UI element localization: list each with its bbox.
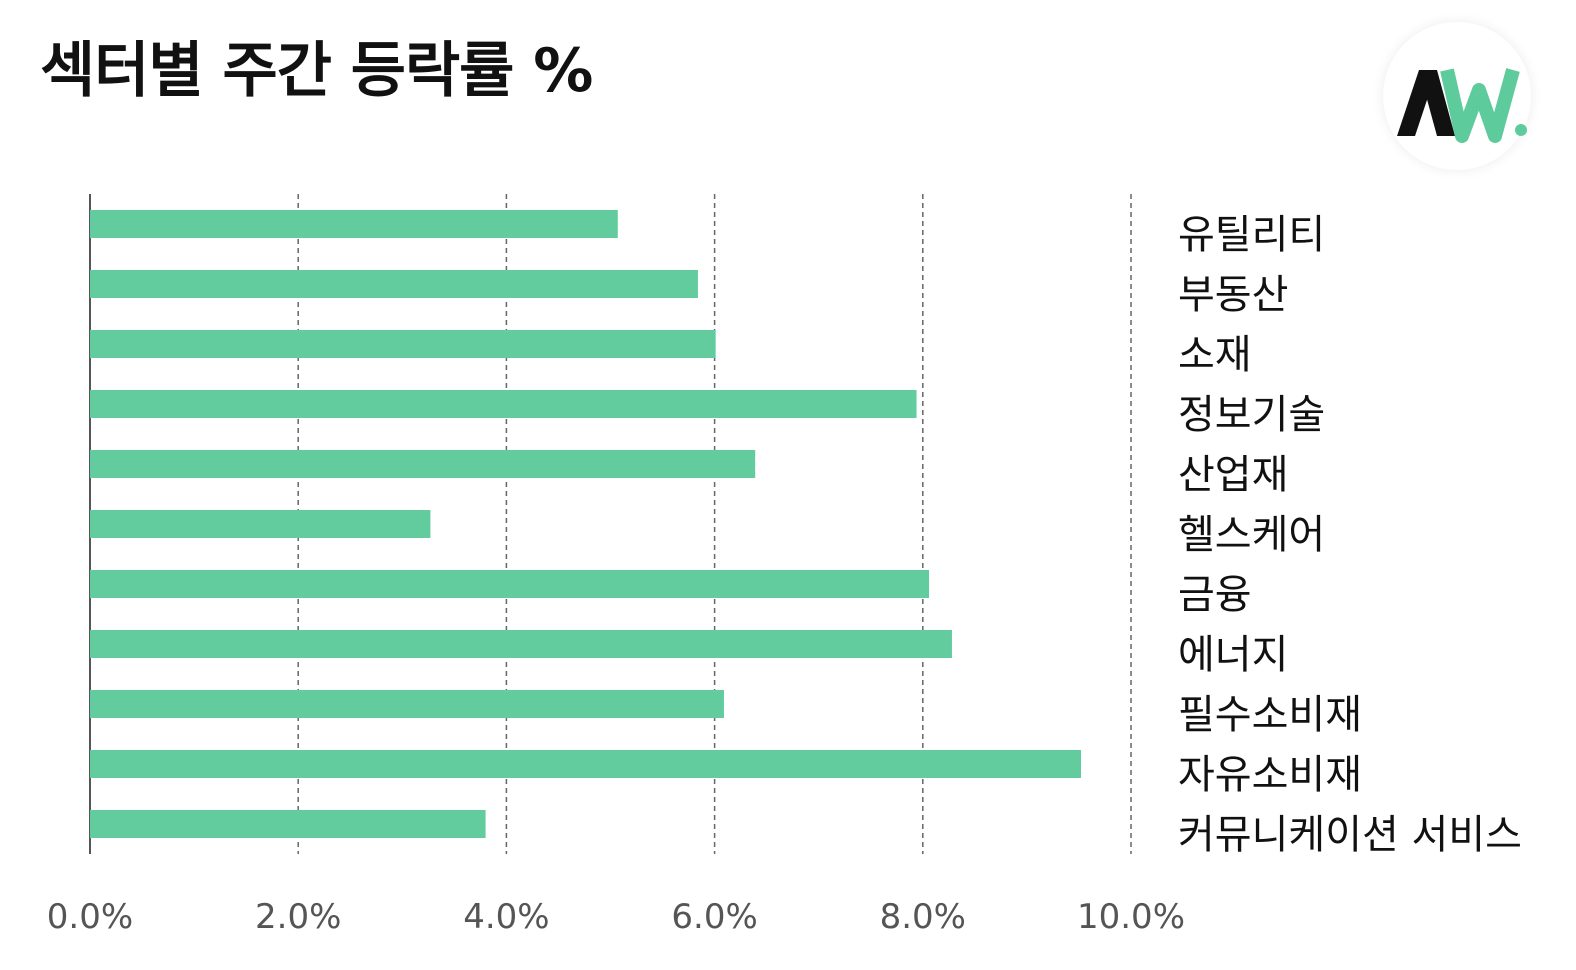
x-tick-label: 2.0% [255, 897, 341, 937]
bar [90, 570, 930, 598]
category-label: 금융 [1178, 572, 1252, 618]
category-label: 부동산 [1178, 272, 1288, 318]
x-tick-label: 10.0% [1077, 897, 1185, 937]
x-tick-label: 8.0% [880, 897, 966, 937]
bar [90, 210, 618, 238]
category-label: 자유소비재 [1178, 752, 1362, 798]
x-tick-label: 0.0% [47, 897, 133, 937]
bar [90, 750, 1082, 778]
bar [90, 390, 917, 418]
category-label: 에너지 [1178, 632, 1288, 678]
x-tick-label: 4.0% [463, 897, 549, 937]
category-labels: 유틸리티부동산소재정보기술산업재헬스케어금융에너지필수소비재자유소비재커뮤니케이… [1178, 212, 1522, 858]
bar [90, 690, 724, 718]
category-label: 산업재 [1178, 452, 1288, 498]
bar [90, 810, 486, 838]
bar [90, 450, 756, 478]
bar [90, 630, 952, 658]
category-label: 헬스케어 [1178, 512, 1325, 558]
x-tick-label: 6.0% [671, 897, 757, 937]
bar [90, 270, 698, 298]
category-label: 필수소비재 [1178, 692, 1362, 738]
chart-title: 섹터별 주간 등락률 % [40, 36, 593, 106]
category-label: 유틸리티 [1178, 212, 1325, 258]
bar [90, 330, 716, 358]
x-tick-labels: 0.0% 2.0% 4.0% 6.0% 8.0% 10.0% [47, 897, 1185, 937]
category-label: 커뮤니케이션 서비스 [1178, 812, 1522, 858]
aw-logo-icon [1397, 68, 1527, 143]
category-label: 정보기술 [1178, 392, 1325, 438]
bar [90, 510, 431, 538]
category-label: 소재 [1178, 332, 1252, 378]
bars [90, 210, 1082, 838]
brand-logo [1383, 22, 1531, 170]
